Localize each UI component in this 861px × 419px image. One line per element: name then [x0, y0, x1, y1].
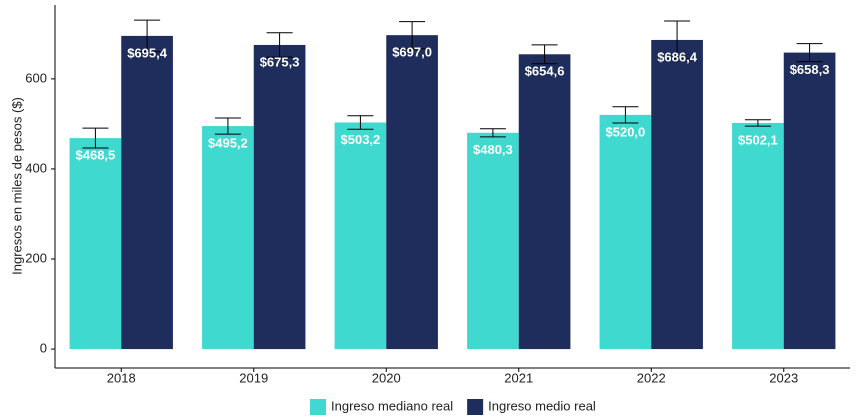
value-label: $503,2: [341, 132, 381, 147]
value-label: $695,4: [127, 45, 168, 60]
value-label: $675,3: [260, 54, 300, 69]
error-bar: [266, 32, 293, 58]
error-bar: [82, 127, 109, 149]
bar: [467, 132, 519, 350]
error-bar: [347, 115, 374, 130]
x-tick-label: 2021: [504, 370, 533, 385]
legend-label: Ingreso mediano real: [331, 398, 453, 413]
x-tick-label: 2018: [107, 370, 136, 385]
bar: [334, 122, 387, 350]
value-label: $520,0: [606, 124, 646, 139]
bar: [732, 122, 784, 350]
error-bar: [796, 43, 823, 63]
legend-label: Ingreso medio real: [488, 398, 596, 413]
bar: [202, 126, 254, 350]
x-tick-label: 2023: [769, 370, 798, 385]
value-label: $502,1: [738, 132, 778, 147]
value-label: $697,0: [392, 45, 432, 60]
error-bar: [479, 128, 506, 138]
value-label: $658,3: [790, 62, 830, 77]
value-label: $686,4: [657, 49, 698, 64]
bar: [783, 52, 836, 350]
value-label: $495,2: [208, 135, 248, 150]
legend-swatch: [467, 399, 484, 415]
x-tick-label: 2022: [637, 370, 666, 385]
x-tick-label: 2019: [239, 370, 268, 385]
error-bar: [664, 20, 691, 60]
x-tick-label: 2020: [372, 370, 401, 385]
bar: [69, 138, 122, 350]
bar: [253, 44, 306, 350]
bar: [121, 35, 173, 350]
y-tick-label: 400: [25, 160, 47, 175]
legend-swatch: [310, 399, 326, 415]
y-tick-label: 0: [40, 341, 47, 356]
y-tick-label: 600: [25, 70, 47, 85]
error-bar: [399, 21, 426, 50]
bar: [651, 39, 703, 350]
bar: [386, 35, 438, 350]
bar: [518, 54, 571, 350]
error-bar: [744, 119, 771, 127]
error-bar: [531, 44, 558, 65]
error-bar: [612, 106, 639, 124]
error-bar: [134, 19, 161, 53]
value-label: $654,6: [525, 64, 565, 79]
value-label: $480,3: [473, 142, 513, 157]
bar: [599, 114, 652, 350]
y-tick-label: 200: [25, 250, 47, 265]
error-bar: [214, 117, 241, 135]
y-axis-title: Ingresos en miles de pesos ($): [9, 97, 24, 275]
value-label: $468,5: [76, 148, 116, 163]
